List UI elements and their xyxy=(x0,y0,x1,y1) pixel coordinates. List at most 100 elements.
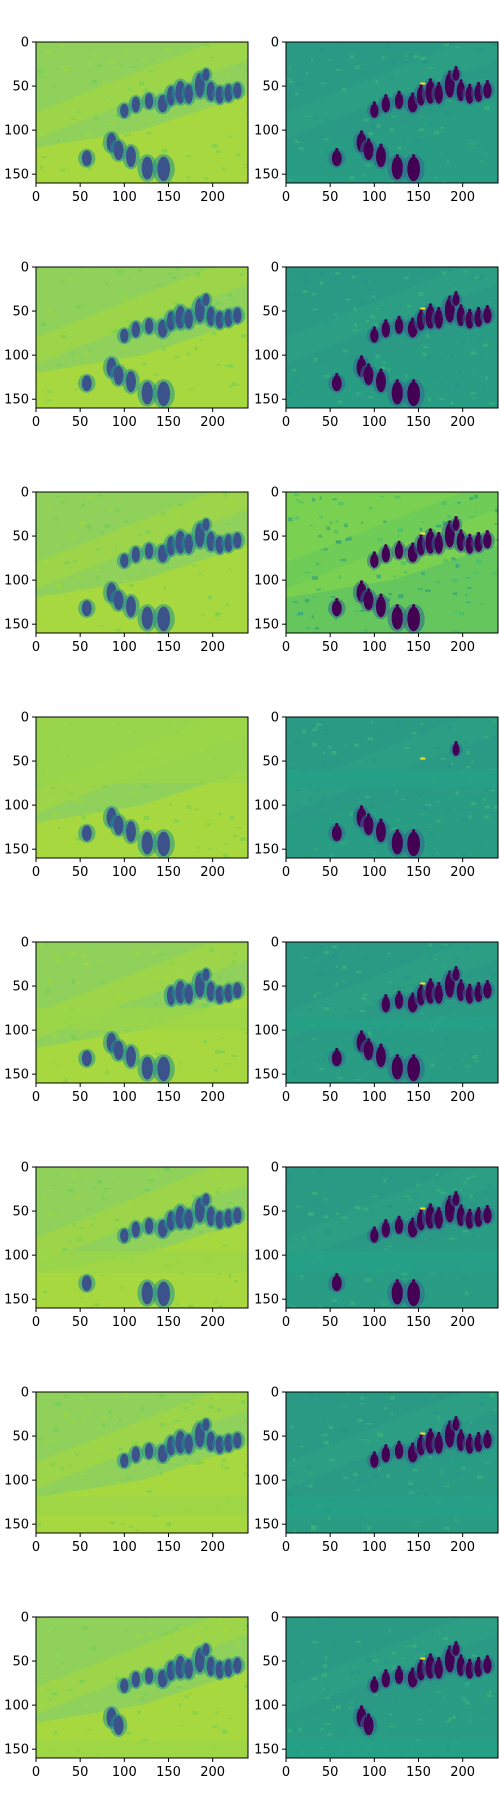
y-tick-label: 0 xyxy=(271,36,279,51)
heatmap-texture xyxy=(236,169,241,173)
figure-blob xyxy=(452,968,460,981)
heatmap-texture xyxy=(121,308,127,311)
heatmap-texture xyxy=(409,1463,415,1467)
heatmap-texture xyxy=(319,281,324,285)
heatmap-texture xyxy=(467,974,472,977)
heatmap-texture xyxy=(452,630,457,633)
heatmap-texture xyxy=(147,1167,152,1169)
figure-head xyxy=(379,818,383,822)
heatmap-texture xyxy=(189,388,195,390)
heatmap-texture xyxy=(160,512,166,516)
figure-head xyxy=(485,80,489,84)
heatmap-texture xyxy=(76,1287,81,1291)
heatmap-texture xyxy=(433,375,439,379)
heatmap-texture xyxy=(221,1522,225,1524)
heatmap-texture xyxy=(221,492,227,495)
heatmap-texture xyxy=(55,353,60,358)
heatmap-texture xyxy=(477,822,480,824)
heatmap-texture xyxy=(403,135,407,139)
heatmap-texture xyxy=(455,1472,462,1475)
heatmap-texture xyxy=(483,797,487,801)
figure-blob xyxy=(434,84,444,104)
heatmap-texture xyxy=(41,322,47,327)
figure-blob xyxy=(363,365,374,386)
bright-marker xyxy=(420,757,426,760)
figure-blob xyxy=(407,1056,421,1082)
heatmap-texture xyxy=(309,1393,315,1398)
heatmap-texture xyxy=(462,854,467,858)
heatmap-texture xyxy=(143,816,150,820)
heatmap-texture xyxy=(387,824,393,828)
heatmap-texture xyxy=(101,980,105,983)
heatmap-texture xyxy=(66,1059,73,1062)
heatmap-texture xyxy=(442,1043,449,1047)
x-tick-label: 50 xyxy=(322,865,339,880)
heatmap-texture xyxy=(138,856,142,858)
heatmap-texture xyxy=(372,1195,378,1198)
heatmap-texture xyxy=(335,982,339,987)
heatmap-texture xyxy=(410,1428,414,1430)
heatmap-texture xyxy=(81,1417,85,1421)
figure-head xyxy=(395,829,399,833)
x-tick-label: 200 xyxy=(200,1765,225,1780)
heatmap-texture xyxy=(40,165,43,170)
heatmap-texture xyxy=(187,175,191,179)
heatmap-texture xyxy=(424,852,427,854)
heatmap-texture xyxy=(120,1523,125,1525)
heatmap-texture xyxy=(157,1650,163,1654)
heatmap-texture xyxy=(353,329,358,332)
heatmap-texture xyxy=(196,1290,201,1293)
figure-blob xyxy=(233,982,242,999)
heatmap-texture xyxy=(461,1467,467,1470)
heatmap-texture xyxy=(317,971,323,975)
x-tick-label: 100 xyxy=(362,1540,387,1555)
heatmap-texture xyxy=(227,135,232,138)
heatmap-texture xyxy=(479,337,483,342)
figure-blob xyxy=(113,590,124,611)
heatmap-texture xyxy=(434,130,439,135)
heatmap-texture xyxy=(183,394,187,399)
heatmap-texture xyxy=(112,1516,119,1519)
heatmap-texture xyxy=(461,852,467,856)
heatmap-texture xyxy=(192,564,197,567)
heatmap-texture xyxy=(446,1461,450,1465)
heatmap-texture xyxy=(81,815,86,820)
heatmap-texture xyxy=(330,596,336,598)
heatmap-texture xyxy=(75,837,81,841)
heatmap-texture xyxy=(178,1703,182,1707)
heatmap-texture xyxy=(130,794,136,796)
heatmap-texture xyxy=(243,1734,247,1737)
heatmap-texture xyxy=(316,991,322,994)
heatmap-texture xyxy=(91,79,97,84)
heatmap-texture xyxy=(145,530,151,534)
heatmap-texture xyxy=(164,975,170,979)
heatmap-texture xyxy=(490,812,493,814)
x-tick-label: 150 xyxy=(406,1540,431,1555)
y-tick-label: 100 xyxy=(254,574,279,589)
heatmap-texture xyxy=(159,953,165,956)
heatmap-texture xyxy=(354,1205,361,1210)
heatmap-texture xyxy=(312,308,319,311)
figure-blob xyxy=(331,600,342,617)
heatmap-texture xyxy=(76,818,80,821)
bright-marker xyxy=(420,1432,426,1435)
heatmap-texture xyxy=(417,1037,424,1042)
figure-blob xyxy=(120,1678,129,1693)
heatmap-texture xyxy=(145,576,148,579)
heatmap-texture xyxy=(87,495,94,498)
heatmap-texture xyxy=(291,766,296,771)
heatmap-texture xyxy=(148,1619,152,1622)
heatmap-texture xyxy=(300,1701,303,1706)
heatmap-texture xyxy=(324,1656,328,1660)
heatmap-texture xyxy=(72,951,77,955)
heatmap-texture xyxy=(213,818,218,821)
heatmap-ground xyxy=(36,1669,248,1758)
figure-blob xyxy=(331,1050,342,1067)
heatmap-texture xyxy=(167,1632,172,1636)
heatmap-texture xyxy=(165,345,170,347)
heatmap-texture xyxy=(148,64,151,67)
heatmap-image xyxy=(36,492,248,633)
heatmap-texture xyxy=(401,798,406,800)
heatmap-texture xyxy=(381,971,388,974)
heatmap-texture xyxy=(153,373,159,376)
